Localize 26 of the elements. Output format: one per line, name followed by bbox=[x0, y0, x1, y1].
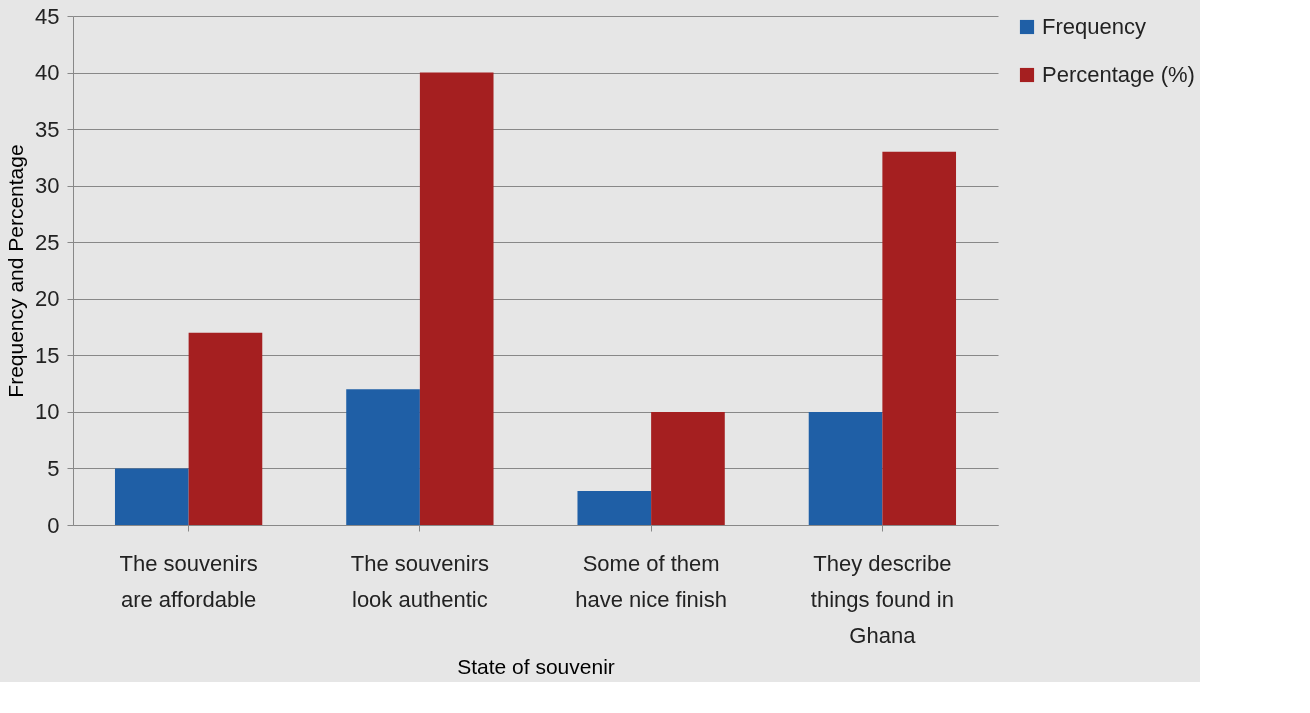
x-tick-label: Some of them have nice finish bbox=[575, 550, 727, 612]
x-tick-label: They describe things found in Ghana bbox=[810, 550, 954, 648]
y-tick-label: 0 bbox=[47, 512, 60, 538]
y-tick-label: 30 bbox=[35, 173, 60, 199]
y-tick-label: 10 bbox=[35, 399, 60, 425]
legend-label: Frequency bbox=[1042, 14, 1146, 39]
bar bbox=[882, 151, 957, 525]
y-tick-label: 15 bbox=[35, 342, 60, 368]
y-tick-label: 25 bbox=[35, 229, 60, 255]
bar bbox=[188, 332, 263, 525]
y-tick-label: 35 bbox=[35, 116, 60, 142]
bar bbox=[808, 411, 883, 525]
legend-label: Percentage (%) bbox=[1042, 62, 1195, 87]
y-tick-label: 20 bbox=[35, 286, 60, 312]
bar bbox=[419, 72, 494, 525]
bar bbox=[114, 468, 189, 525]
x-tick-label: The souvenirs look authentic bbox=[350, 550, 489, 612]
bar bbox=[577, 491, 652, 525]
y-tick-label: 5 bbox=[47, 455, 60, 481]
y-tick-label: 40 bbox=[35, 60, 60, 86]
y-tick-label: 45 bbox=[35, 3, 60, 29]
bar bbox=[651, 411, 725, 525]
x-axis-title: State of souvenir bbox=[457, 654, 615, 678]
x-tick-label: The souvenirs are affordable bbox=[119, 550, 258, 612]
y-axis-title: Frequency and Percentage bbox=[4, 144, 28, 398]
bar bbox=[346, 389, 420, 525]
